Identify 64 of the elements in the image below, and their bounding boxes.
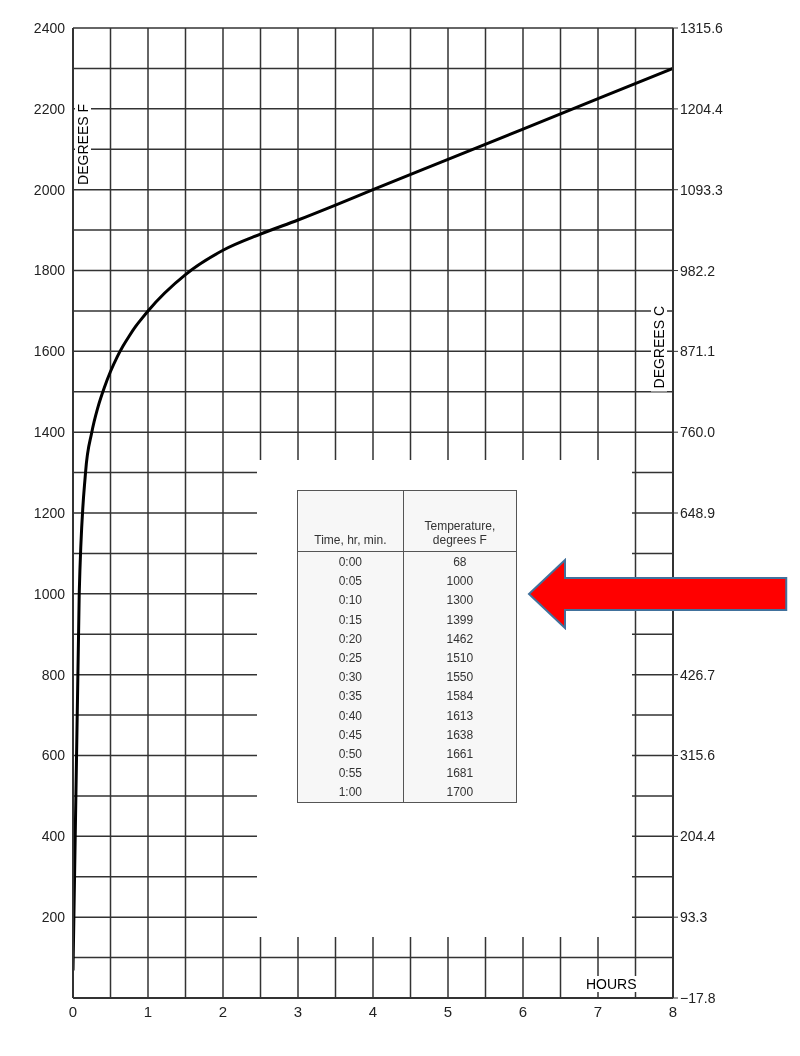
y2-tick-label: 982.2 <box>680 262 716 279</box>
x-tick-label: 1 <box>143 1002 153 1020</box>
annotation: 0:10 <box>337 592 364 610</box>
annotation: 1550 <box>403 667 517 687</box>
y2-tick-label: 93.3 <box>680 909 708 926</box>
x-tick-label: 4 <box>368 1002 378 1020</box>
annotation: 1000 <box>403 571 517 591</box>
annotation: 1700 <box>403 782 517 803</box>
x-tick-label: 8 <box>668 1002 678 1020</box>
y-tick-label: 200 <box>41 909 66 926</box>
annotation: 0:45 <box>337 726 364 744</box>
x-tick-label: 5 <box>443 1002 453 1020</box>
annotation: 1462 <box>403 629 517 649</box>
annotation: 1300 <box>403 590 517 611</box>
annotation: 1510 <box>403 648 517 668</box>
y2-tick-label: 760.0 <box>680 424 716 441</box>
annotation: 0:40 <box>337 707 364 725</box>
annotation: 0:55 <box>337 765 364 783</box>
x-tick-label: 6 <box>518 1002 528 1020</box>
annotation: 1399 <box>403 610 517 630</box>
annotation: 0:15 <box>337 611 364 629</box>
annotation: 0:30 <box>337 669 364 687</box>
y2-tick-label: 204.4 <box>680 828 716 845</box>
annotation: 1:00 <box>337 784 364 802</box>
y2-axis-title: DEGREES C <box>651 302 667 392</box>
y-tick-label: 2200 <box>33 100 66 117</box>
x-axis-title: HOURS <box>583 975 640 992</box>
x-tick-label: 7 <box>593 1002 603 1020</box>
annotation: 1584 <box>403 686 517 706</box>
y-tick-label: 600 <box>41 747 66 764</box>
y-tick-label: 1200 <box>33 504 66 521</box>
y-tick-label: 400 <box>41 828 66 845</box>
annotation: 0:35 <box>337 688 364 706</box>
y-tick-label: 2000 <box>33 181 66 198</box>
annotation: Temperature, degrees F <box>403 490 517 552</box>
x-tick-label: 3 <box>293 1002 303 1020</box>
x-tick-label: 0 <box>68 1002 78 1020</box>
y-tick-label: 800 <box>41 666 66 683</box>
y2-tick-label: 648.9 <box>680 504 716 521</box>
annotation: 1638 <box>403 725 517 745</box>
y2-tick-label: 871.1 <box>680 343 716 360</box>
y-axis-title: DEGREES F <box>75 100 91 188</box>
y2-tick-label: 426.7 <box>680 666 716 683</box>
y2-tick-label: 1093.3 <box>680 181 724 198</box>
annotation: 1681 <box>403 763 517 783</box>
y-tick-label: 2400 <box>33 19 66 36</box>
y2-tick-label: 315.6 <box>680 747 716 764</box>
annotation: 1661 <box>403 744 517 764</box>
y2-tick-label: −17.8 <box>680 989 716 1006</box>
x-tick-label: 2 <box>218 1002 228 1020</box>
annotation: Time, hr, min. <box>297 490 404 552</box>
annotation: 0:05 <box>337 573 364 591</box>
y-tick-label: 1600 <box>33 343 66 360</box>
annotation: 0:00 <box>337 554 364 572</box>
annotation: 0:50 <box>337 745 364 763</box>
y-tick-label: 1400 <box>33 424 66 441</box>
y2-tick-label: 1315.6 <box>680 19 724 36</box>
annotation: 1613 <box>403 705 517 726</box>
y-tick-label: 1800 <box>33 262 66 279</box>
y2-tick-label: 1204.4 <box>680 100 724 117</box>
annotation: 68 <box>403 551 517 572</box>
annotation: 0:25 <box>337 650 364 667</box>
annotation: 0:20 <box>337 630 364 648</box>
y-tick-label: 1000 <box>33 585 66 602</box>
